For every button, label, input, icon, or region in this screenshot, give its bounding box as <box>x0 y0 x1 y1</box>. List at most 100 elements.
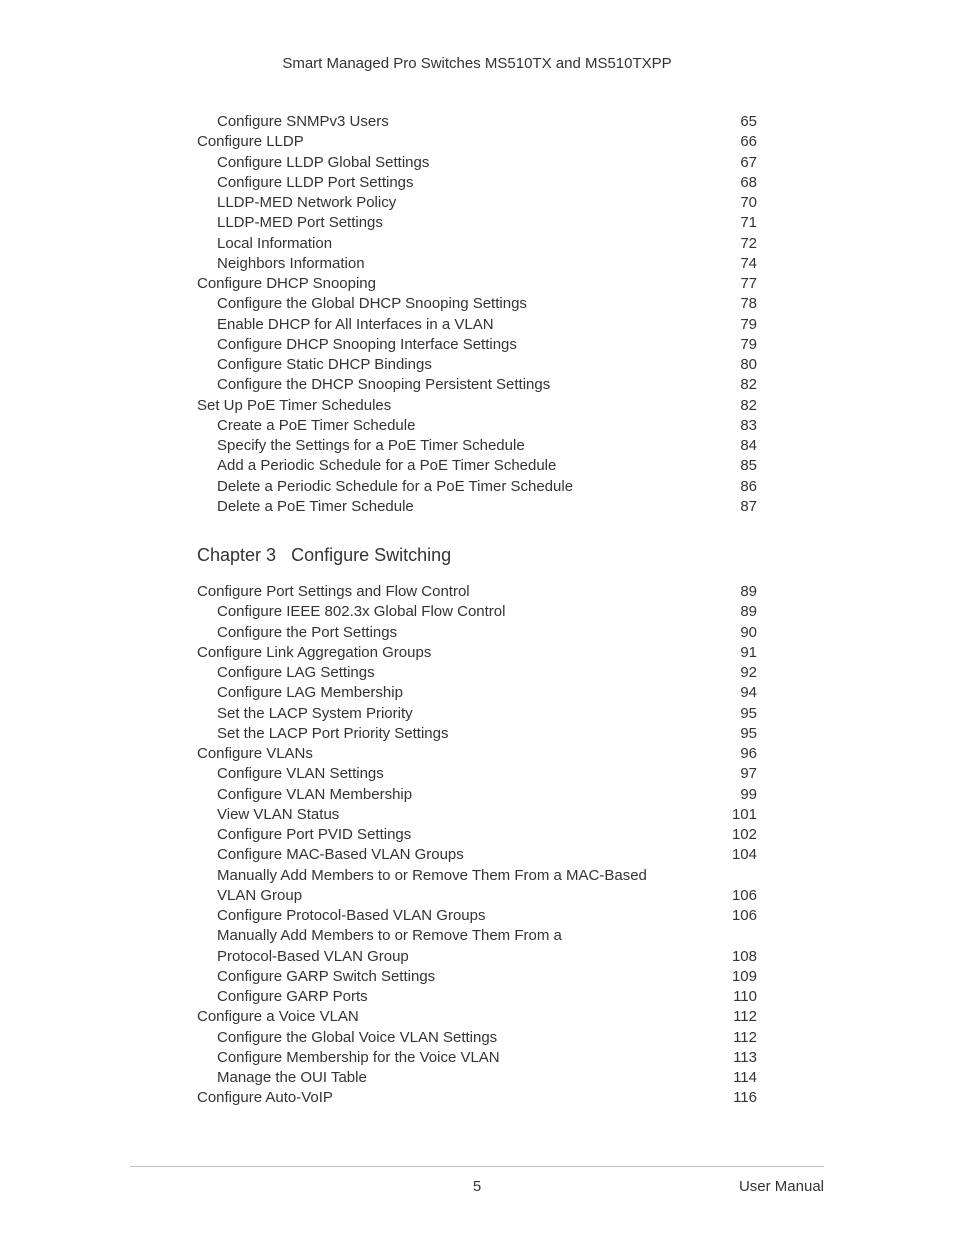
toc-entry-label: Set the LACP Port Priority Settings <box>217 724 449 744</box>
toc-entry-label: Configure DHCP Snooping <box>197 274 376 294</box>
toc-entry-label: Configure Link Aggregation Groups <box>197 643 431 663</box>
toc-entry-page: 72 <box>740 234 757 254</box>
toc-entry[interactable]: Set the LACP System Priority95 <box>197 704 757 724</box>
toc-entry[interactable]: Configure VLAN Membership99 <box>197 785 757 805</box>
chapter-heading: Chapter 3 Configure Switching <box>197 545 757 566</box>
toc-entry-page: 95 <box>740 724 757 744</box>
page: Smart Managed Pro Switches MS510TX and M… <box>0 0 954 1235</box>
toc-entry[interactable]: Configure IEEE 802.3x Global Flow Contro… <box>197 602 757 622</box>
toc-entry-page: 78 <box>740 294 757 314</box>
toc-entry[interactable]: Configure MAC-Based VLAN Groups104 <box>197 845 757 865</box>
toc-entry[interactable]: Configure VLANs96 <box>197 744 757 764</box>
toc-entry-page: 71 <box>740 213 757 233</box>
toc-entry[interactable]: Delete a PoE Timer Schedule87 <box>197 497 757 517</box>
toc-entry-label: Delete a Periodic Schedule for a PoE Tim… <box>217 477 573 497</box>
toc-entry[interactable]: Configure DHCP Snooping77 <box>197 274 757 294</box>
toc-entry-page: 79 <box>740 315 757 335</box>
toc-entry-page: 106 <box>732 886 757 906</box>
toc-entry-label: Configure the DHCP Snooping Persistent S… <box>217 375 550 395</box>
toc-entry-label: Configure a Voice VLAN <box>197 1007 359 1027</box>
toc-entry-page: 83 <box>740 416 757 436</box>
toc-entry-label: Create a PoE Timer Schedule <box>217 416 415 436</box>
toc-entry-label: Configure IEEE 802.3x Global Flow Contro… <box>217 602 505 622</box>
toc-entry[interactable]: Configure LLDP Global Settings67 <box>197 153 757 173</box>
toc-entry-page: 80 <box>740 355 757 375</box>
toc-entry[interactable]: Manage the OUI Table 114 <box>197 1068 757 1088</box>
toc-entry[interactable]: Configure Port Settings and Flow Control… <box>197 582 757 602</box>
toc-entry-page: 106 <box>732 906 757 926</box>
toc-entry-label: Configure LAG Settings <box>217 663 375 683</box>
toc-entry[interactable]: Configure the Port Settings90 <box>197 623 757 643</box>
toc-entry-page: 109 <box>732 967 757 987</box>
toc-entry-label: Manage the OUI Table <box>217 1068 367 1088</box>
toc-entry[interactable]: Configure Static DHCP Bindings80 <box>197 355 757 375</box>
toc-entry-label: Configure GARP Ports <box>217 987 368 1007</box>
toc-entry-page: 91 <box>740 643 757 663</box>
toc-entry-label: Delete a PoE Timer Schedule <box>217 497 414 517</box>
toc-entry[interactable]: Local Information72 <box>197 234 757 254</box>
toc-section-1: Configure SNMPv3 Users 65 Configure LLDP 66… <box>197 112 757 517</box>
toc-entry[interactable]: Configure Port PVID Settings102 <box>197 825 757 845</box>
toc-entry-label: Configure GARP Switch Settings <box>217 967 435 987</box>
toc-entry[interactable]: Set Up PoE Timer Schedules82 <box>197 396 757 416</box>
toc-entry-page: 70 <box>740 193 757 213</box>
toc-entry-page: 67 <box>740 153 757 173</box>
chapter-number: Chapter 3 <box>197 545 276 565</box>
toc-entry-label: Configure VLANs <box>197 744 313 764</box>
toc-entry-label: Set Up PoE Timer Schedules <box>197 396 391 416</box>
toc-entry-label: Configure LLDP <box>197 132 304 152</box>
toc-entry-page: 84 <box>740 436 757 456</box>
toc-entry-label: Configure Auto-VoIP <box>197 1088 333 1108</box>
toc-entry[interactable]: Configure Link Aggregation Groups 91 <box>197 643 757 663</box>
toc-entry[interactable]: Manually Add Members to or Remove Them F… <box>197 866 757 886</box>
toc-entry-page: 65 <box>740 112 757 132</box>
toc-entry[interactable]: Delete a Periodic Schedule for a PoE Tim… <box>197 477 757 497</box>
toc-entry-label: Configure LAG Membership <box>217 683 403 703</box>
toc-entry-label: Configure SNMPv3 Users <box>217 112 389 132</box>
toc-entry[interactable]: Configure Protocol-Based VLAN Groups106 <box>197 906 757 926</box>
toc-entry-label: Configure the Global Voice VLAN Settings <box>217 1028 497 1048</box>
toc-entry[interactable]: Configure Membership for the Voice VLAN1… <box>197 1048 757 1068</box>
toc-entry-page: 94 <box>740 683 757 703</box>
toc-entry[interactable]: Configure LLDP Port Settings68 <box>197 173 757 193</box>
toc-entry[interactable]: Neighbors Information74 <box>197 254 757 274</box>
toc-entry[interactable]: Configure LAG Settings92 <box>197 663 757 683</box>
toc-entry[interactable]: Add a Periodic Schedule for a PoE Timer … <box>197 456 757 476</box>
toc-entry[interactable]: Manually Add Members to or Remove Them F… <box>197 926 757 946</box>
toc-entry-page: 89 <box>740 582 757 602</box>
toc-entry-label: Manually Add Members to or Remove Them F… <box>217 866 647 886</box>
toc-entry-label: Configure LLDP Port Settings <box>217 173 414 193</box>
toc-entry[interactable]: VLAN Group106 <box>197 886 757 906</box>
toc-container: Configure SNMPv3 Users 65 Configure LLDP 66… <box>197 112 757 1109</box>
toc-entry[interactable]: Set the LACP Port Priority Settings 95 <box>197 724 757 744</box>
toc-entry[interactable]: Create a PoE Timer Schedule 83 <box>197 416 757 436</box>
toc-entry[interactable]: Configure a Voice VLAN 112 <box>197 1007 757 1027</box>
toc-entry[interactable]: Specify the Settings for a PoE Timer Sch… <box>197 436 757 456</box>
toc-entry-page: 82 <box>740 375 757 395</box>
toc-entry[interactable]: Configure the DHCP Snooping Persistent S… <box>197 375 757 395</box>
toc-entry[interactable]: Configure GARP Ports110 <box>197 987 757 1007</box>
toc-entry[interactable]: Configure DHCP Snooping Interface Settin… <box>197 335 757 355</box>
toc-entry[interactable]: Protocol-Based VLAN Group108 <box>197 947 757 967</box>
document-header: Smart Managed Pro Switches MS510TX and M… <box>0 55 954 72</box>
toc-entry[interactable]: Configure SNMPv3 Users 65 <box>197 112 757 132</box>
toc-entry[interactable]: Configure LAG Membership 94 <box>197 683 757 703</box>
toc-entry-page: 66 <box>740 132 757 152</box>
toc-entry[interactable]: Configure the Global DHCP Snooping Setti… <box>197 294 757 314</box>
toc-entry-label: Enable DHCP for All Interfaces in a VLAN <box>217 315 494 335</box>
toc-entry-page: 114 <box>733 1068 757 1088</box>
toc-entry[interactable]: Configure GARP Switch Settings 109 <box>197 967 757 987</box>
toc-entry[interactable]: Enable DHCP for All Interfaces in a VLAN… <box>197 315 757 335</box>
toc-entry[interactable]: LLDP-MED Port Settings71 <box>197 213 757 233</box>
toc-entry[interactable]: LLDP-MED Network Policy70 <box>197 193 757 213</box>
toc-entry-page: 85 <box>740 456 757 476</box>
toc-entry[interactable]: Configure the Global Voice VLAN Settings… <box>197 1028 757 1048</box>
toc-entry-label: Configure MAC-Based VLAN Groups <box>217 845 464 865</box>
toc-entry[interactable]: Configure VLAN Settings97 <box>197 764 757 784</box>
toc-entry-page: 112 <box>733 1007 757 1027</box>
toc-entry[interactable]: Configure LLDP 66 <box>197 132 757 152</box>
toc-entry-page: 95 <box>740 704 757 724</box>
toc-entry-label: Configure Port PVID Settings <box>217 825 411 845</box>
toc-entry[interactable]: View VLAN Status101 <box>197 805 757 825</box>
toc-entry[interactable]: Configure Auto-VoIP116 <box>197 1088 757 1108</box>
